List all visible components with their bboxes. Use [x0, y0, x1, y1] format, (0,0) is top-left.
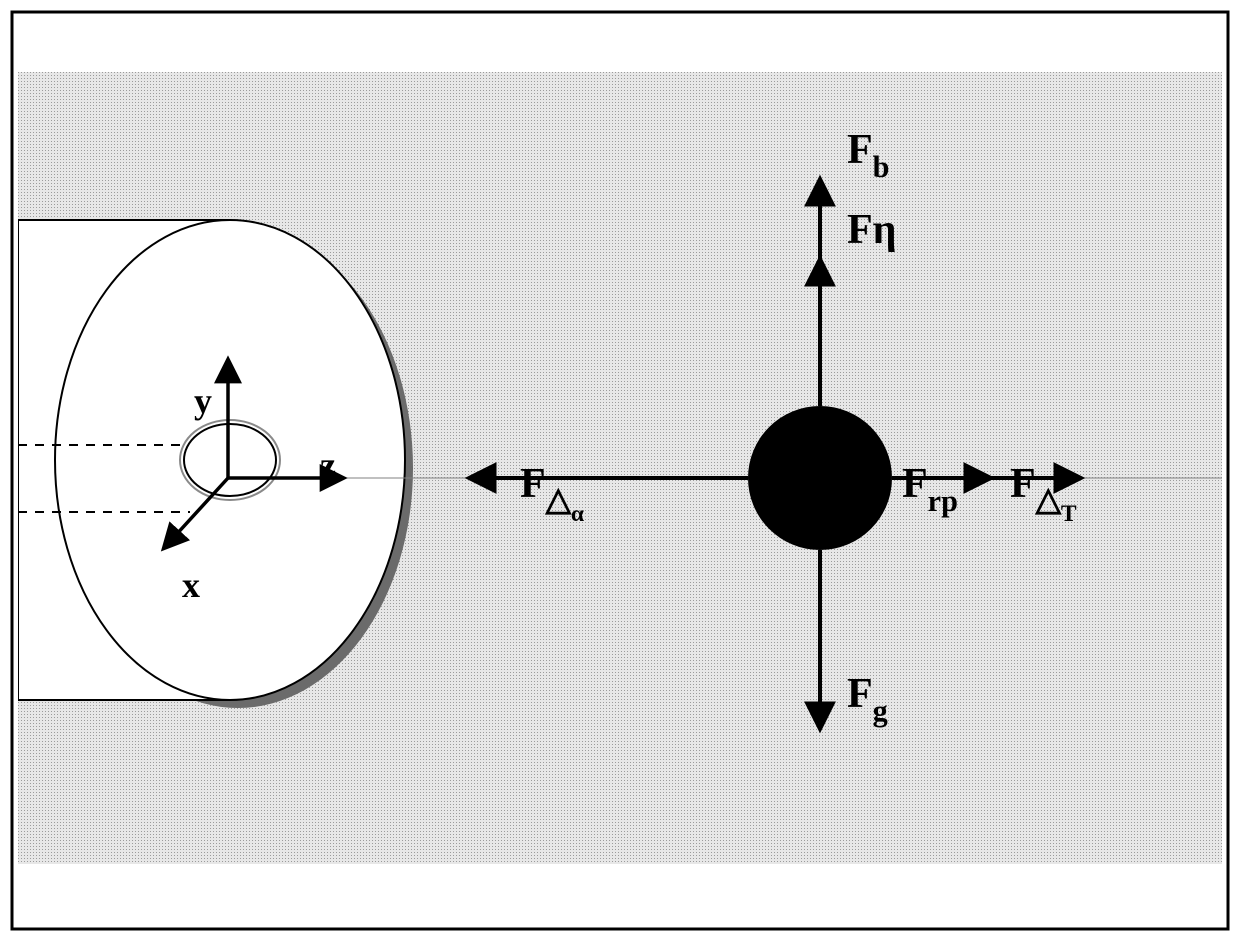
force-label-fg: Fg	[847, 670, 888, 724]
inner-bore	[184, 424, 276, 496]
force-label-f-eta: Fη	[847, 206, 897, 254]
force-label-f-delta-alpha: F△α	[520, 460, 584, 521]
particle	[748, 406, 892, 550]
diagram-root: y z x Fb Fη Fg F△α Frp F△T	[0, 0, 1240, 941]
axis-label-z: z	[320, 444, 336, 486]
axis-label-x: x	[182, 564, 200, 606]
force-label-frp: Frp	[902, 460, 958, 514]
axis-label-y: y	[194, 380, 212, 422]
force-label-f-delta-t: F△T	[1010, 460, 1077, 521]
force-label-fb: Fb	[847, 126, 889, 180]
